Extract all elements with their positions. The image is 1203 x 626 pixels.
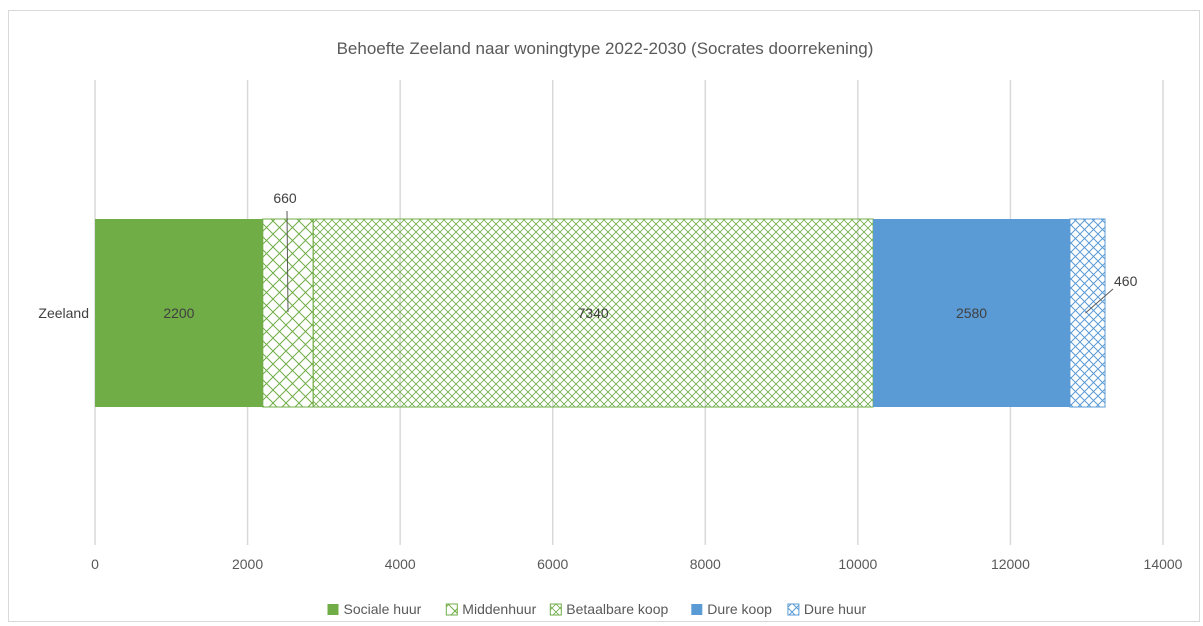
x-tick-labels: 0 2000 4000 6000 8000 10000 12000 14000 [91,556,1183,572]
x-tick-6000: 6000 [537,556,568,572]
legend: Sociale huur Middenhuur Betaalbare koop Dur… [327,601,867,617]
chart-title: Behoefte Zeeland naar woningtype 2022-20… [337,39,874,58]
legend-label-dure-huur: Dure huur [804,601,867,617]
data-label-middenhuur: 660 [273,190,297,206]
leader-line-middenhuur [286,210,289,313]
bar-middenhuur [262,218,314,408]
legend-swatch-dure-koop [691,604,703,615]
bars [95,218,1106,408]
category-label-zeeland: Zeeland [38,305,89,321]
x-tick-12000: 12000 [991,556,1030,572]
data-label-dure-koop: 2580 [956,305,987,321]
data-labels: 2200 660 7340 2580 460 [163,190,1137,321]
x-tick-8000: 8000 [690,556,721,572]
bar-sociale-huur [95,219,263,407]
bar-dure-huur [1069,218,1106,408]
x-tick-2000: 2000 [232,556,263,572]
legend-swatch-dure-huur [787,603,800,616]
bar-betaalbare-koop [312,218,874,408]
legend-label-middenhuur: Middenhuur [462,601,536,617]
legend-swatch-sociale-huur [327,604,339,615]
data-label-betaalbare-koop: 7340 [578,305,609,321]
x-tick-4000: 4000 [385,556,416,572]
legend-swatch-betaalbare-koop [549,603,562,616]
leader-line-dure-huur [1085,288,1114,314]
x-tick-10000: 10000 [838,556,877,572]
x-tick-14000: 14000 [1144,556,1183,572]
legend-swatch-middenhuur [445,603,458,616]
legend-label-dure-koop: Dure koop [707,601,772,617]
data-label-sociale-huur: 2200 [163,305,194,321]
x-tick-0: 0 [91,556,99,572]
bar-dure-koop [873,219,1070,407]
legend-label-sociale-huur: Sociale huur [344,601,422,617]
legend-label-betaalbare-koop: Betaalbare koop [566,601,668,617]
data-label-dure-huur: 460 [1114,273,1138,289]
